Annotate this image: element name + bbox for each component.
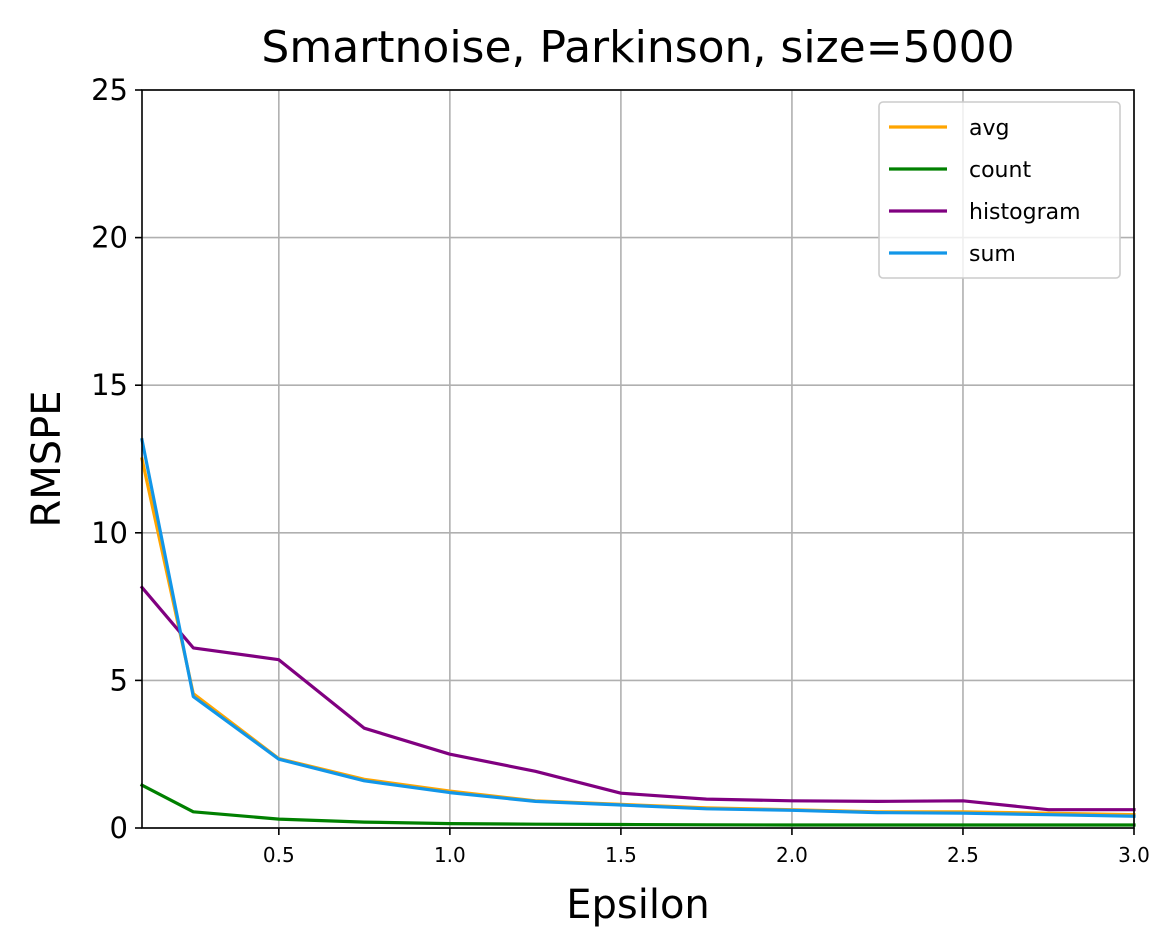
y-tick-label: 5: [110, 663, 128, 697]
series-line-count: [139, 783, 1136, 827]
x-tick-label: 2.0: [776, 843, 808, 867]
series-line-sum: [140, 437, 1136, 818]
x-axis-label: Epsilon: [566, 882, 710, 928]
legend-label-count: count: [969, 158, 1031, 183]
y-tick-label: 20: [91, 221, 128, 255]
series-line-histogram: [139, 585, 1136, 812]
y-tick-label: 0: [110, 811, 128, 845]
y-axis-label: RMSPE: [24, 390, 70, 527]
y-tick-label: 25: [91, 73, 128, 107]
y-tick-label: 15: [91, 368, 128, 402]
chart-title: Smartnoise, Parkinson, size=5000: [261, 22, 1014, 73]
x-tick-label: 3.0: [1118, 843, 1150, 867]
x-tick-label: 1.5: [605, 843, 637, 867]
legend-box: [878, 101, 1121, 279]
x-tick-label: 2.5: [947, 843, 979, 867]
y-tick-label: 10: [91, 516, 128, 550]
plot-frame: [141, 89, 1135, 829]
axis-ticks: 0.5 1.0 1.5 2.0 2.5 3.0 0 5 10 15 20 25: [91, 73, 1150, 867]
x-tick-label: 1.0: [434, 843, 466, 867]
x-tick-label: 0.5: [263, 843, 295, 867]
legend: avg count histogram sum: [878, 101, 1121, 279]
legend-label-sum: sum: [969, 242, 1016, 267]
plot-lines: [139, 437, 1136, 827]
legend-label-histogram: histogram: [969, 200, 1081, 225]
legend-label-avg: avg: [969, 116, 1009, 141]
